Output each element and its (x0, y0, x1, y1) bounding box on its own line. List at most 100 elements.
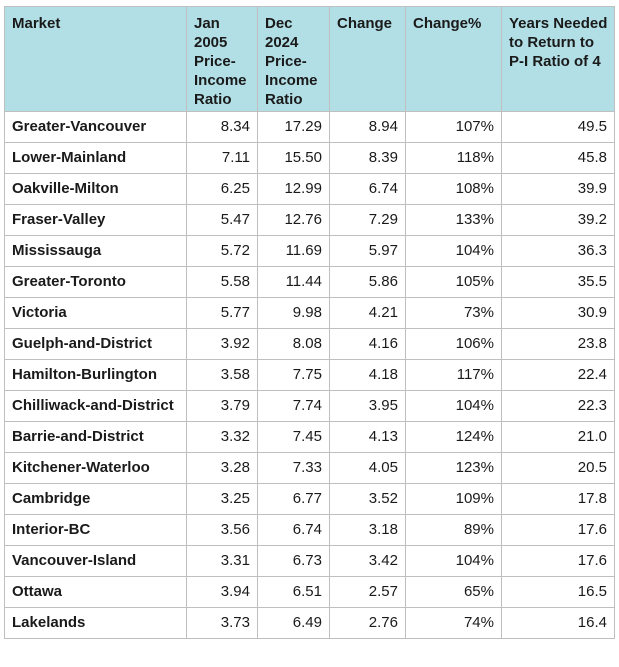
cell-years-needed: 21.0 (501, 421, 615, 453)
cell-market: Fraser-Valley (4, 204, 187, 236)
table-row: Hamilton-Burlington 3.58 7.75 4.18 117% 22.4 (4, 359, 615, 391)
cell-jan-2005: 5.72 (186, 235, 258, 267)
cell-change: 4.13 (329, 421, 406, 453)
cell-years-needed: 17.8 (501, 483, 615, 515)
cell-dec-2024: 6.77 (257, 483, 330, 515)
cell-market: Lakelands (4, 607, 187, 639)
cell-market: Hamilton-Burlington (4, 359, 187, 391)
cell-jan-2005: 3.56 (186, 514, 258, 546)
cell-dec-2024: 6.74 (257, 514, 330, 546)
cell-change-pct: 117% (405, 359, 502, 391)
table-row: Ottawa 3.94 6.51 2.57 65% 16.5 (4, 576, 615, 608)
cell-jan-2005: 3.25 (186, 483, 258, 515)
cell-dec-2024: 9.98 (257, 297, 330, 329)
cell-market: Interior-BC (4, 514, 187, 546)
table-row: Lakelands 3.73 6.49 2.76 74% 16.4 (4, 607, 615, 639)
table-row: Vancouver-Island 3.31 6.73 3.42 104% 17.6 (4, 545, 615, 577)
cell-market: Guelph-and-District (4, 328, 187, 360)
table-row: Victoria 5.77 9.98 4.21 73% 30.9 (4, 297, 615, 329)
cell-change-pct: 106% (405, 328, 502, 360)
cell-years-needed: 35.5 (501, 266, 615, 298)
cell-market: Vancouver-Island (4, 545, 187, 577)
cell-change: 4.21 (329, 297, 406, 329)
cell-change-pct: 133% (405, 204, 502, 236)
cell-change: 4.05 (329, 452, 406, 484)
cell-years-needed: 16.5 (501, 576, 615, 608)
cell-change-pct: 108% (405, 173, 502, 205)
cell-market: Greater-Toronto (4, 266, 187, 298)
table-row: Greater-Vancouver 8.34 17.29 8.94 107% 49.5 (4, 111, 615, 143)
cell-years-needed: 39.2 (501, 204, 615, 236)
header-dec-2024: Dec 2024 Price-Income Ratio (257, 6, 330, 112)
cell-market: Oakville-Milton (4, 173, 187, 205)
cell-years-needed: 36.3 (501, 235, 615, 267)
cell-years-needed: 45.8 (501, 142, 615, 174)
cell-jan-2005: 3.58 (186, 359, 258, 391)
header-jan-2005: Jan 2005 Price-Income Ratio (186, 6, 258, 112)
cell-years-needed: 20.5 (501, 452, 615, 484)
cell-change-pct: 104% (405, 390, 502, 422)
cell-jan-2005: 3.94 (186, 576, 258, 608)
cell-market: Ottawa (4, 576, 187, 608)
table-row: Kitchener-Waterloo 3.28 7.33 4.05 123% 20.5 (4, 452, 615, 484)
cell-change-pct: 109% (405, 483, 502, 515)
cell-dec-2024: 12.76 (257, 204, 330, 236)
table-row: Mississauga 5.72 11.69 5.97 104% 36.3 (4, 235, 615, 267)
cell-dec-2024: 7.33 (257, 452, 330, 484)
cell-dec-2024: 8.08 (257, 328, 330, 360)
cell-change-pct: 73% (405, 297, 502, 329)
cell-change-pct: 104% (405, 545, 502, 577)
table-row: Oakville-Milton 6.25 12.99 6.74 108% 39.9 (4, 173, 615, 205)
cell-change: 3.42 (329, 545, 406, 577)
cell-dec-2024: 7.74 (257, 390, 330, 422)
cell-dec-2024: 6.51 (257, 576, 330, 608)
cell-years-needed: 16.4 (501, 607, 615, 639)
cell-dec-2024: 6.49 (257, 607, 330, 639)
cell-jan-2005: 5.58 (186, 266, 258, 298)
cell-market: Chilliwack-and-District (4, 390, 187, 422)
cell-change: 2.57 (329, 576, 406, 608)
cell-years-needed: 39.9 (501, 173, 615, 205)
cell-dec-2024: 15.50 (257, 142, 330, 174)
table-row: Interior-BC 3.56 6.74 3.18 89% 17.6 (4, 514, 615, 546)
cell-market: Victoria (4, 297, 187, 329)
price-income-table: Market Jan 2005 Price-Income Ratio Dec 2… (4, 6, 615, 639)
table-row: Chilliwack-and-District 3.79 7.74 3.95 104% 2… (4, 390, 615, 422)
cell-change-pct: 123% (405, 452, 502, 484)
table-row: Lower-Mainland 7.11 15.50 8.39 118% 45.8 (4, 142, 615, 174)
cell-jan-2005: 3.31 (186, 545, 258, 577)
cell-change: 4.18 (329, 359, 406, 391)
header-change-pct: Change% (405, 6, 502, 112)
table-row: Cambridge 3.25 6.77 3.52 109% 17.8 (4, 483, 615, 515)
table-row: Barrie-and-District 3.32 7.45 4.13 124% 21.0 (4, 421, 615, 453)
cell-years-needed: 30.9 (501, 297, 615, 329)
cell-change: 3.52 (329, 483, 406, 515)
header-years-needed: Years Needed to Return to P-I Ratio of 4 (501, 6, 615, 112)
cell-change: 8.94 (329, 111, 406, 143)
header-market: Market (4, 6, 187, 112)
cell-jan-2005: 7.11 (186, 142, 258, 174)
cell-jan-2005: 3.73 (186, 607, 258, 639)
cell-change: 8.39 (329, 142, 406, 174)
cell-jan-2005: 3.32 (186, 421, 258, 453)
header-change: Change (329, 6, 406, 112)
cell-change-pct: 118% (405, 142, 502, 174)
cell-jan-2005: 8.34 (186, 111, 258, 143)
cell-market: Cambridge (4, 483, 187, 515)
cell-change-pct: 89% (405, 514, 502, 546)
cell-market: Kitchener-Waterloo (4, 452, 187, 484)
cell-change-pct: 65% (405, 576, 502, 608)
cell-years-needed: 17.6 (501, 545, 615, 577)
table-row: Guelph-and-District 3.92 8.08 4.16 106% 23.8 (4, 328, 615, 360)
cell-years-needed: 22.4 (501, 359, 615, 391)
cell-change-pct: 74% (405, 607, 502, 639)
cell-change: 2.76 (329, 607, 406, 639)
cell-market: Mississauga (4, 235, 187, 267)
cell-change-pct: 107% (405, 111, 502, 143)
cell-change: 4.16 (329, 328, 406, 360)
cell-change: 5.86 (329, 266, 406, 298)
cell-dec-2024: 7.45 (257, 421, 330, 453)
cell-jan-2005: 3.28 (186, 452, 258, 484)
cell-dec-2024: 11.44 (257, 266, 330, 298)
cell-change: 3.18 (329, 514, 406, 546)
